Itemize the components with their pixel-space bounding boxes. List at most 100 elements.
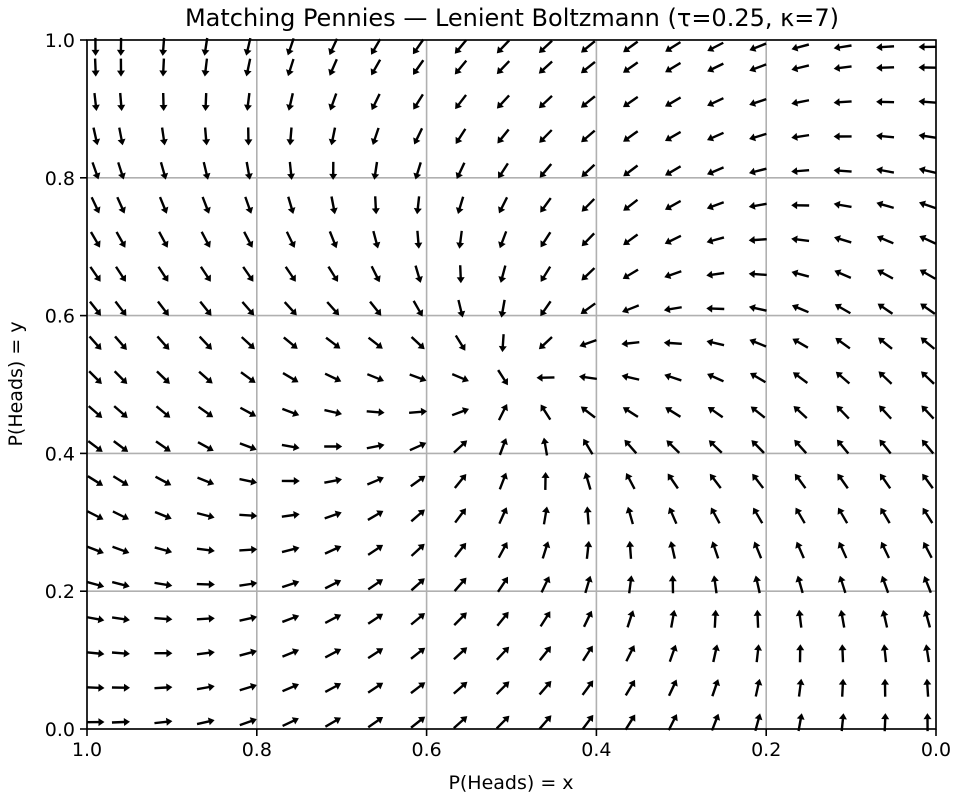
vector-arrow (921, 371, 935, 385)
vector-arrow (623, 164, 639, 177)
vector-arrow (412, 300, 424, 317)
vector-arrow (835, 371, 851, 385)
vector-arrow (281, 511, 300, 519)
vector-arrow (834, 269, 852, 279)
vector-arrow (582, 645, 593, 662)
vector-arrow (539, 611, 551, 627)
vector-arrow (281, 614, 300, 624)
vector-arrow (115, 231, 126, 248)
vector-arrow (833, 98, 852, 107)
vector-arrow (196, 683, 215, 692)
vector-arrow (196, 717, 215, 726)
vector-arrow (792, 372, 809, 384)
vector-arrow (626, 540, 635, 559)
vector-arrow (921, 405, 935, 420)
vector-arrow (750, 406, 766, 419)
vector-arrow (665, 96, 682, 107)
vector-arrow (196, 648, 215, 657)
vector-arrow (413, 127, 424, 145)
vector-arrow (455, 162, 466, 179)
plot-frame (86, 39, 937, 730)
vector-arrow (581, 267, 596, 281)
vector-arrow (154, 546, 173, 555)
vector-arrow (833, 64, 852, 72)
vector-arrow (370, 59, 382, 76)
vector-arrow (88, 370, 102, 384)
vector-arrow (791, 303, 809, 314)
vector-arrow (456, 230, 465, 249)
vector-arrow (668, 541, 677, 559)
vector-arrow (880, 541, 890, 559)
vector-arrow (665, 165, 682, 176)
vector-arrow (239, 579, 258, 588)
vector-arrow (453, 612, 467, 626)
y-axis-ticks: 0.0 0.2 0.4 0.6 0.8 1.0 (45, 30, 87, 741)
vector-arrow (707, 372, 724, 383)
vector-arrow (623, 130, 639, 142)
y-tick-label: 0.2 (45, 581, 75, 603)
vector-arrow (749, 167, 767, 176)
vector-arrow (367, 544, 384, 556)
vector-arrow (748, 304, 767, 312)
vector-arrow (876, 235, 894, 245)
vector-arrow (287, 196, 296, 214)
vector-arrow (584, 575, 593, 594)
vector-arrow (91, 58, 100, 77)
vector-arrow (113, 405, 128, 418)
vector-arrow (453, 681, 468, 695)
vector-arrow (876, 200, 894, 209)
vector-arrow (625, 473, 636, 490)
vector-arrow (86, 510, 104, 521)
vector-arrow (202, 127, 211, 146)
vector-arrow (239, 648, 257, 657)
vector-arrow (922, 576, 932, 594)
vector-arrow (749, 132, 767, 142)
vector-arrow (753, 609, 762, 628)
vector-arrow (580, 406, 596, 419)
vector-arrow (667, 679, 678, 697)
vector-arrow (453, 474, 467, 489)
vector-arrow (86, 580, 105, 589)
vector-arrow (328, 58, 338, 76)
y-tick-label: 0.4 (45, 443, 75, 465)
vector-arrow (582, 438, 594, 455)
vector-arrow (625, 506, 634, 525)
vector-arrow (754, 713, 763, 732)
vector-arrow (922, 541, 933, 559)
vector-arrow (242, 266, 254, 282)
vector-arrow (877, 303, 894, 315)
vector-arrow (580, 95, 596, 108)
vector-arrow (412, 38, 425, 55)
vector-arrow (495, 681, 510, 695)
vector-arrow (457, 299, 466, 318)
vector-arrow (623, 233, 639, 246)
vector-arrow (833, 132, 852, 141)
vector-arrow (540, 300, 552, 317)
vector-arrow (919, 269, 936, 280)
vector-arrow (496, 60, 511, 75)
vector-arrow (157, 300, 169, 316)
vector-arrow (710, 713, 721, 731)
vector-arrow (91, 92, 100, 111)
vector-arrow (453, 716, 468, 729)
vector-arrow (244, 92, 252, 111)
vector-arrow (410, 682, 426, 695)
vector-arrow (538, 646, 551, 661)
vector-arrow (371, 196, 380, 215)
x-tick-label: 1.0 (72, 739, 102, 761)
vector-arrow (751, 440, 765, 454)
vector-arrow (664, 234, 682, 245)
vector-arrow (623, 95, 639, 108)
vector-arrow (286, 58, 295, 77)
y-tick-label: 0.0 (45, 719, 75, 741)
vector-arrow (88, 335, 102, 350)
vector-arrow (371, 161, 380, 180)
vector-arrow (154, 475, 172, 486)
vector-arrow (366, 476, 384, 486)
vector-arrow (367, 613, 384, 625)
vector-arrow (664, 372, 682, 382)
vector-arrow (540, 576, 551, 593)
vector-arrow (240, 336, 255, 350)
vector-arrow (454, 39, 468, 54)
vector-arrow (621, 339, 640, 348)
